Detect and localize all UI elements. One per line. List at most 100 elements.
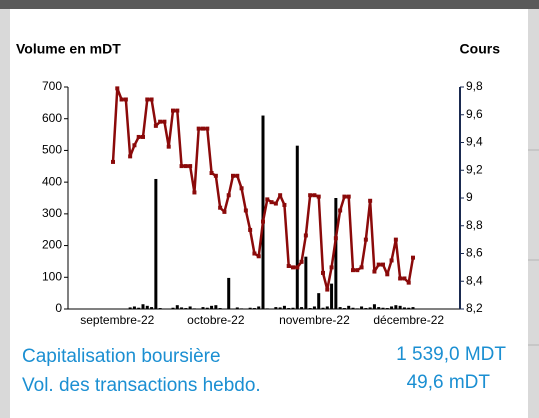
volume-bar xyxy=(411,307,415,309)
summary-value: 49,6 mDT xyxy=(407,372,491,393)
y-tick-label: 200 xyxy=(42,238,62,252)
summary-label: Capitalisation boursière xyxy=(22,346,221,367)
price-marker xyxy=(201,126,205,131)
price-marker xyxy=(406,280,411,285)
y-tick-label: 600 xyxy=(42,111,62,125)
volume-bar xyxy=(214,305,218,309)
price-marker xyxy=(278,193,283,198)
price-marker xyxy=(222,209,227,214)
price-marker xyxy=(325,287,330,292)
price-marker xyxy=(303,233,308,238)
volume-bar xyxy=(390,306,394,309)
volume-bar xyxy=(132,306,136,309)
volume-bar xyxy=(274,307,278,309)
price-marker xyxy=(136,134,141,139)
price-marker xyxy=(342,194,347,199)
y2-tick-label: 9,2 xyxy=(466,162,483,176)
volume-bar xyxy=(325,306,329,309)
price-marker xyxy=(231,173,235,178)
price-marker xyxy=(162,119,167,124)
price-marker xyxy=(282,202,287,207)
volume-bar xyxy=(394,305,398,309)
volume-bar xyxy=(145,305,149,309)
price-marker xyxy=(158,119,163,124)
price-marker xyxy=(239,186,244,191)
volume-bar xyxy=(308,308,312,309)
price-marker xyxy=(235,173,240,178)
summary-label: Vol. des transactions hebdo. xyxy=(22,375,261,396)
price-marker xyxy=(141,134,145,139)
price-marker xyxy=(372,269,377,274)
y2-axis-title: Cours xyxy=(460,41,501,57)
volume-bar xyxy=(291,307,295,309)
volume-bar xyxy=(334,198,338,309)
price-marker xyxy=(393,237,398,242)
y2-tick-label: 9,4 xyxy=(466,135,483,149)
y-tick-label: 0 xyxy=(55,301,62,315)
volume-bar xyxy=(141,304,145,309)
price-marker xyxy=(248,227,253,232)
price-marker xyxy=(286,263,291,268)
price-marker xyxy=(355,268,360,273)
price-marker xyxy=(123,97,128,102)
volume-bar xyxy=(321,307,325,309)
price-marker xyxy=(145,97,150,102)
volume-bar xyxy=(312,306,316,309)
volume-bar xyxy=(282,305,286,309)
y-tick-label: 100 xyxy=(42,269,62,283)
price-marker xyxy=(269,200,274,205)
volume-bar xyxy=(347,305,351,309)
volume-bar xyxy=(342,308,346,309)
volume-bar xyxy=(368,307,372,309)
price-marker xyxy=(308,193,313,198)
price-marker xyxy=(132,143,137,148)
price-marker xyxy=(256,254,261,259)
price-marker xyxy=(376,262,381,267)
volume-bar xyxy=(210,305,214,309)
price-marker xyxy=(171,108,175,113)
x-tick-label: septembre-22 xyxy=(80,313,154,327)
volume-bar xyxy=(227,277,231,309)
y2-tick-label: 9,8 xyxy=(466,79,483,93)
price-marker xyxy=(299,259,304,264)
price-marker xyxy=(179,164,184,169)
volume-bar xyxy=(218,308,222,309)
volume-bar xyxy=(338,307,342,309)
volume-bar xyxy=(402,307,406,309)
price-marker xyxy=(196,126,201,131)
price-marker xyxy=(119,97,124,102)
price-marker xyxy=(153,123,158,128)
y-tick-label: 500 xyxy=(42,143,62,157)
y-tick-label: 300 xyxy=(42,206,62,220)
price-marker xyxy=(188,164,193,169)
price-marker xyxy=(368,198,373,203)
price-marker xyxy=(312,193,317,198)
price-marker xyxy=(398,276,403,281)
y2-tick-label: 9 xyxy=(466,190,473,204)
price-marker xyxy=(265,197,270,202)
y-tick-label: 700 xyxy=(42,79,62,93)
volume-bar xyxy=(351,307,355,309)
price-marker xyxy=(338,208,343,213)
volume-bar xyxy=(128,307,132,309)
volume-bar xyxy=(248,307,252,309)
volume-bar xyxy=(407,307,411,309)
price-marker xyxy=(351,268,355,273)
y-axis-title: Volume en mDT xyxy=(16,41,121,57)
volume-bar xyxy=(317,293,321,309)
volume-bar xyxy=(171,307,175,309)
volume-bar xyxy=(150,307,154,309)
volume-bar xyxy=(278,307,282,309)
price-marker xyxy=(205,126,210,131)
volume-bar xyxy=(360,306,364,309)
volume-bar xyxy=(355,308,359,309)
y2-tick-label: 8,8 xyxy=(466,218,483,232)
price-marker xyxy=(295,265,300,270)
price-marker xyxy=(291,265,295,270)
price-marker xyxy=(402,276,407,281)
price-marker xyxy=(333,236,338,241)
volume-bar xyxy=(377,307,381,309)
volume-bar xyxy=(201,307,205,309)
volume-bar xyxy=(188,306,192,309)
